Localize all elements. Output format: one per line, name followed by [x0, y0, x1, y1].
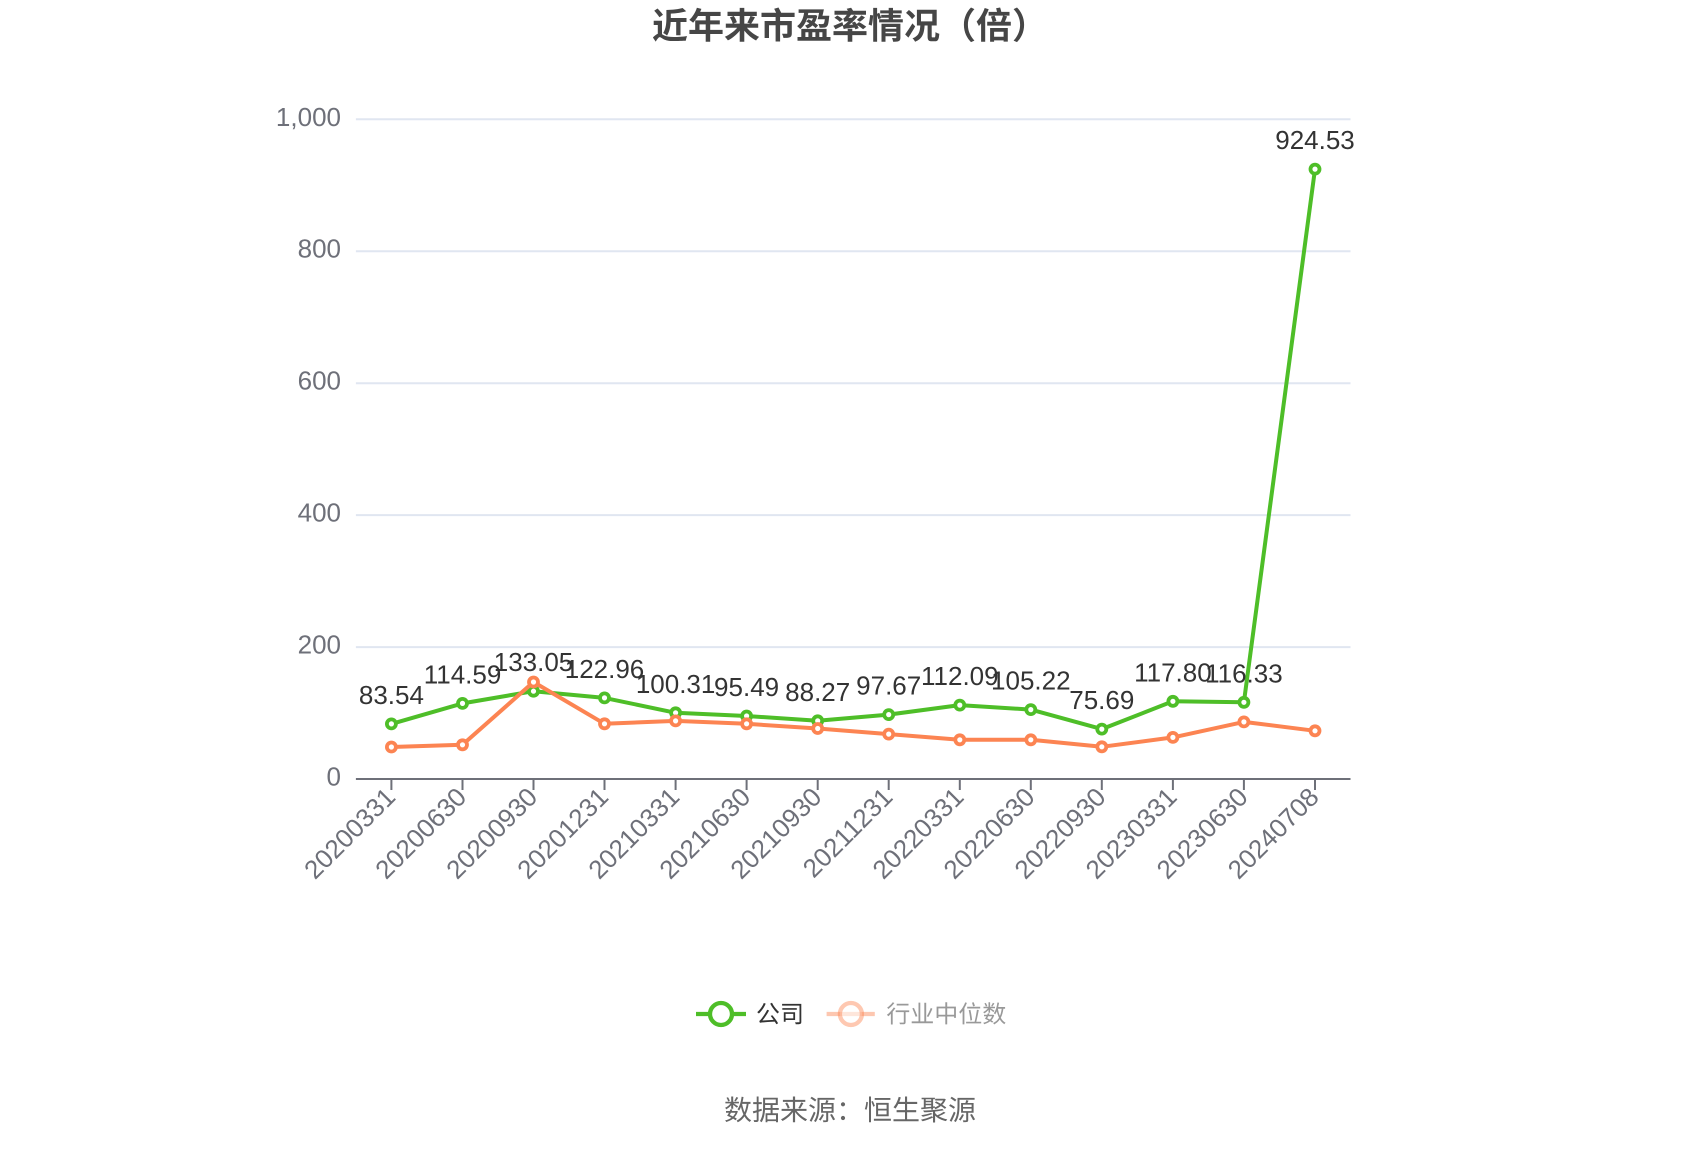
- svg-text:105.22: 105.22: [991, 666, 1071, 696]
- svg-text:0: 0: [327, 762, 341, 792]
- svg-text:1,000: 1,000: [276, 102, 341, 132]
- svg-text:116.33: 116.33: [1205, 658, 1283, 688]
- svg-text:122.96: 122.96: [565, 654, 645, 684]
- svg-text:95.49: 95.49: [714, 672, 779, 702]
- svg-text:112.09: 112.09: [921, 661, 999, 691]
- svg-text:117.80: 117.80: [1134, 657, 1212, 687]
- svg-text:600: 600: [298, 366, 341, 396]
- svg-text:88.27: 88.27: [785, 677, 850, 707]
- svg-text:97.67: 97.67: [856, 671, 921, 701]
- svg-text:100.31: 100.31: [636, 669, 716, 699]
- svg-text:83.54: 83.54: [359, 680, 424, 710]
- svg-text:75.69: 75.69: [1069, 685, 1134, 715]
- svg-text:133.05: 133.05: [494, 647, 574, 677]
- svg-text:800: 800: [298, 234, 341, 264]
- svg-text:924.53: 924.53: [1275, 125, 1355, 155]
- svg-text:200: 200: [298, 630, 341, 660]
- svg-text:114.59: 114.59: [424, 659, 502, 689]
- svg-text:400: 400: [298, 498, 341, 528]
